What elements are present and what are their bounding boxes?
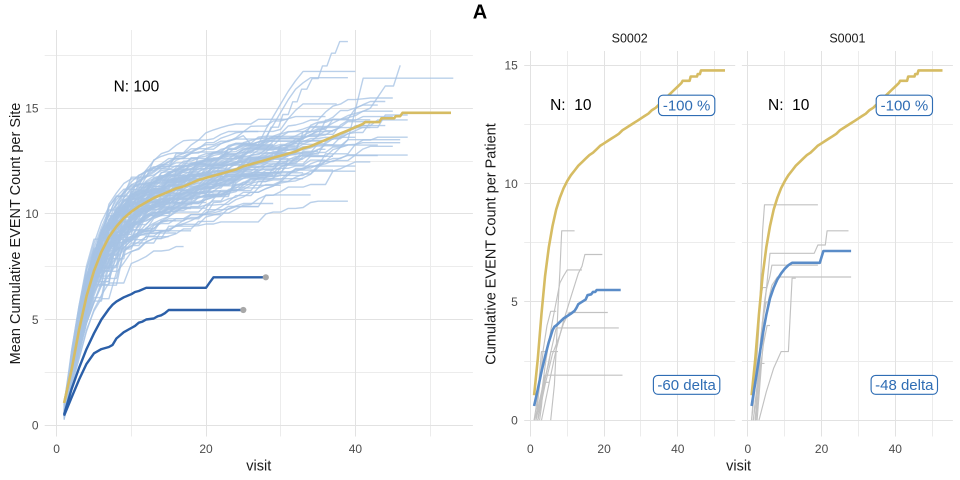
svg-text:15: 15 xyxy=(25,102,39,116)
svg-text:15: 15 xyxy=(504,58,518,72)
svg-text:Cumulative EVENT Count per Pat: Cumulative EVENT Count per Patient xyxy=(484,123,500,365)
svg-text:5: 5 xyxy=(511,295,518,309)
svg-text:N: 10: N: 10 xyxy=(768,97,810,114)
svg-text:20: 20 xyxy=(199,442,213,456)
svg-text:-48 delta: -48 delta xyxy=(875,377,934,394)
svg-text:N: 100: N: 100 xyxy=(114,78,160,95)
svg-text:0: 0 xyxy=(32,419,39,433)
svg-text:20: 20 xyxy=(815,442,829,456)
svg-text:S0001: S0001 xyxy=(829,31,865,45)
svg-text:0: 0 xyxy=(745,442,752,456)
svg-text:Mean Cumulative EVENT Count pe: Mean Cumulative EVENT Count per Site xyxy=(8,103,24,365)
svg-text:-100 %: -100 % xyxy=(663,98,711,115)
svg-text:-60 delta: -60 delta xyxy=(657,377,716,394)
svg-text:10: 10 xyxy=(504,177,518,191)
svg-text:40: 40 xyxy=(349,442,363,456)
svg-text:40: 40 xyxy=(889,442,903,456)
svg-text:visit: visit xyxy=(246,459,271,475)
svg-text:20: 20 xyxy=(597,442,611,456)
svg-text:40: 40 xyxy=(671,442,685,456)
svg-text:A: A xyxy=(473,2,487,24)
svg-text:10: 10 xyxy=(25,207,39,221)
svg-text:0: 0 xyxy=(527,442,534,456)
svg-text:-100 %: -100 % xyxy=(881,98,929,115)
svg-text:5: 5 xyxy=(32,313,39,327)
svg-text:S0002: S0002 xyxy=(612,31,648,45)
svg-text:N: 10: N: 10 xyxy=(550,97,592,114)
svg-text:0: 0 xyxy=(511,414,518,428)
svg-text:0: 0 xyxy=(53,442,60,456)
svg-text:visit: visit xyxy=(726,459,751,475)
